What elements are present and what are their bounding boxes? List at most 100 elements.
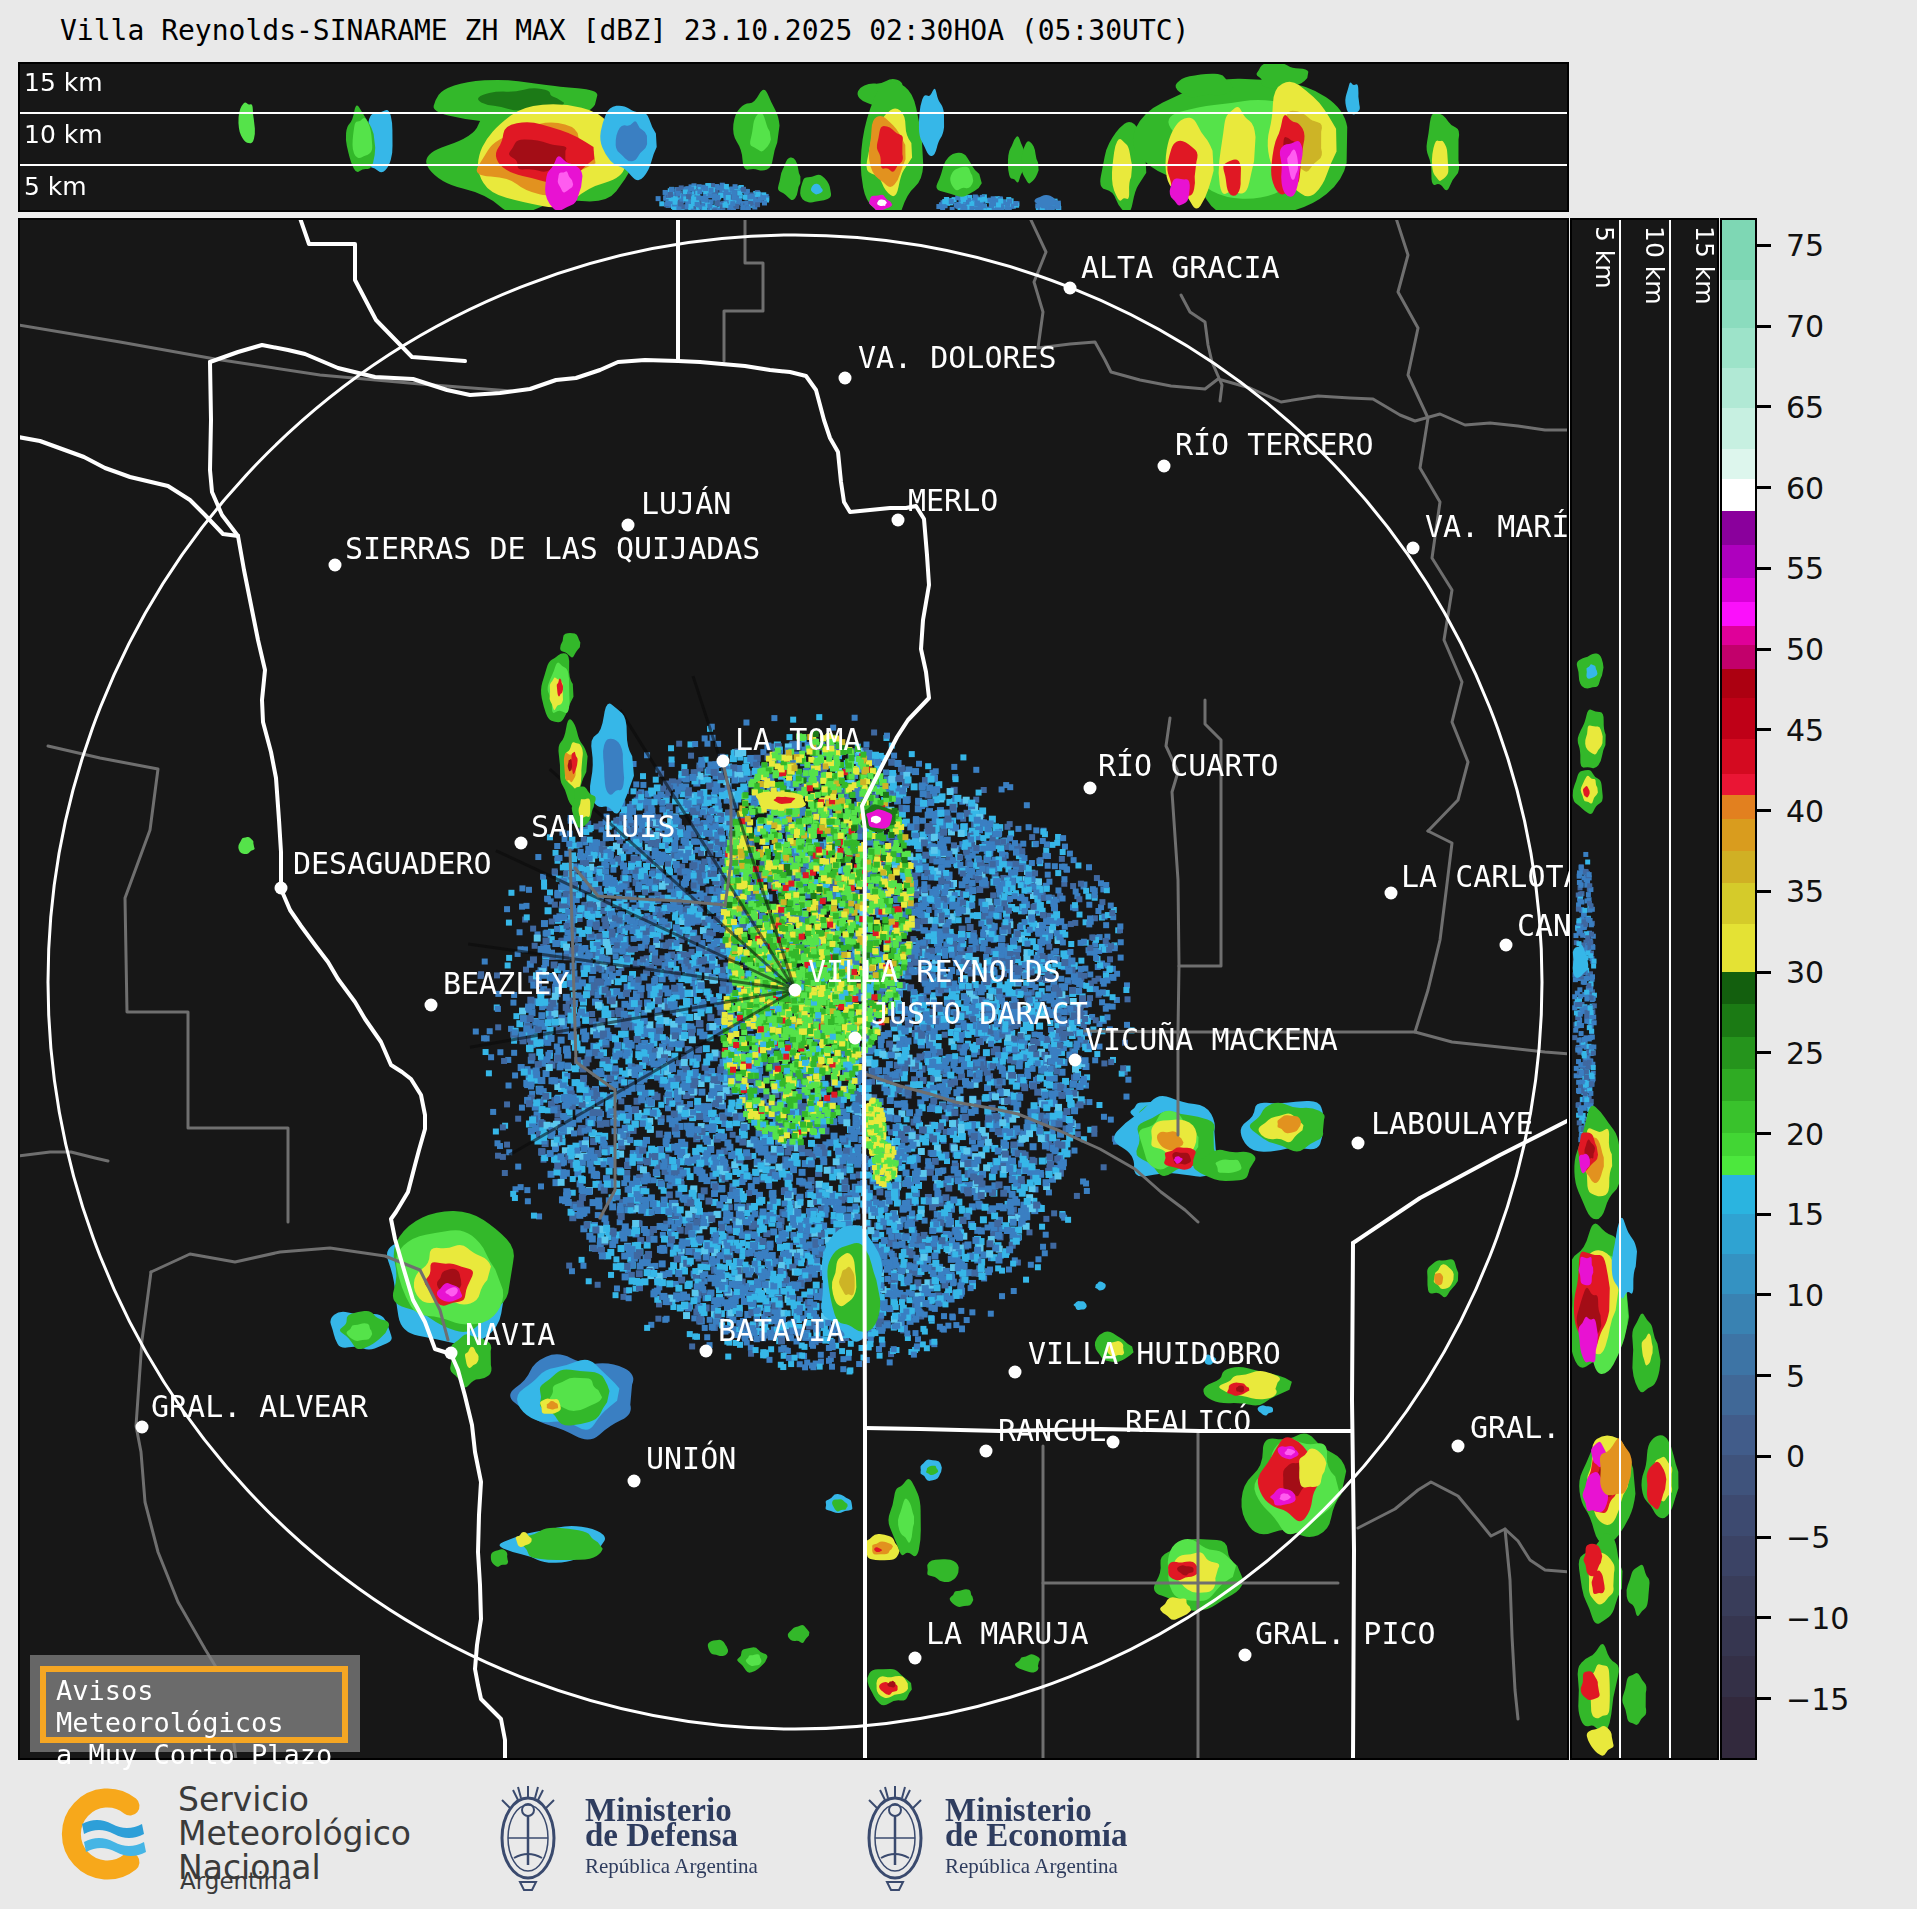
city-label: RANCUL: [998, 1413, 1106, 1448]
defensa-emblem: [490, 1770, 566, 1900]
colorbar-tick: [1757, 728, 1771, 731]
city-label: UNIÓN: [646, 1441, 736, 1476]
colorbar-tick-label: 40: [1786, 793, 1824, 828]
province-boundary: [865, 1428, 1351, 1431]
warning-line2: a Muy Corto Plazo: [56, 1739, 342, 1771]
page-title: Villa Reynolds-SINARAME ZH MAX [dBZ] 23.…: [60, 14, 1189, 47]
colorbar-tick-label: −10: [1786, 1600, 1849, 1635]
city-label: VA. MARÍ: [1425, 509, 1570, 544]
colorbar-tick: [1757, 1051, 1771, 1054]
colorbar-tick: [1757, 244, 1771, 247]
map-panel: ALTA GRACIAVA. DOLORESRÍO TERCEROMERLOLU…: [18, 218, 1569, 1760]
city-dot: [1500, 939, 1513, 952]
colorbar-tick-label: 60: [1786, 470, 1824, 505]
city-dot: [789, 984, 802, 997]
colorbar-tick-label: 35: [1786, 874, 1824, 909]
colorbar-tick: [1757, 405, 1771, 408]
department-boundary: [570, 850, 615, 1218]
city-label: LUJÁN: [641, 486, 731, 521]
city-label: BATAVIA: [718, 1313, 844, 1348]
city-dot: [275, 882, 288, 895]
right-cross-section-panel: 5 km 10 km 15 km: [1570, 218, 1719, 1760]
colorbar-tick-label: 50: [1786, 632, 1824, 667]
province-boundary: [300, 220, 465, 361]
colorbar-tick: [1757, 1374, 1771, 1377]
colorbar-tick-label: 10: [1786, 1277, 1824, 1312]
top-axis-label-10km: 10 km: [24, 120, 103, 149]
colorbar-tick-label: 20: [1786, 1116, 1824, 1151]
city-dot: [445, 1347, 458, 1360]
economia-text: Ministerio de Economía República Argenti…: [945, 1798, 1127, 1879]
colorbar-tick: [1757, 1213, 1771, 1216]
defensa-text: Ministerio de Defensa República Argentin…: [585, 1798, 758, 1879]
city-label: VA. DOLORES: [858, 340, 1057, 375]
colorbar-tick-label: −5: [1786, 1520, 1830, 1555]
city-label: LA MARUJA: [926, 1616, 1089, 1651]
city-label: BEAZLEY: [443, 966, 569, 1001]
department-boundary: [1179, 700, 1221, 966]
colorbar-tick: [1757, 1536, 1771, 1539]
city-label: VICUÑA MACKENA: [1085, 1022, 1338, 1057]
right-axis-label-5km: 5 km: [1590, 226, 1619, 289]
city-dot: [980, 1445, 993, 1458]
colorbar-tick-label: 75: [1786, 228, 1824, 263]
city-dot: [1385, 887, 1398, 900]
colorbar-tick-label: 30: [1786, 955, 1824, 990]
right-axis-label-10km: 10 km: [1640, 226, 1669, 305]
top-panel-gridlines: [20, 64, 1567, 210]
province-boundary: [1352, 1243, 1354, 1758]
city-dot: [1452, 1440, 1465, 1453]
city-label: CAN: [1517, 908, 1571, 943]
city-dot: [515, 837, 528, 850]
city-dot: [628, 1475, 641, 1488]
city-label: NAVIA: [465, 1317, 555, 1352]
colorbar-tick-label: 70: [1786, 309, 1824, 344]
city-label: LABOULAYE: [1371, 1106, 1534, 1141]
department-boundary: [1505, 1529, 1518, 1719]
colorbar-tick: [1757, 325, 1771, 328]
city-dot: [136, 1421, 149, 1434]
department-boundary: [575, 868, 725, 905]
city-dot: [892, 514, 905, 527]
department-boundary: [723, 762, 731, 906]
department-boundary: [724, 220, 763, 361]
city-dot: [717, 755, 730, 768]
city-label: RÍO TERCERO: [1175, 427, 1374, 462]
colorbar-tick-label: −15: [1786, 1681, 1849, 1716]
city-label: GRAL. PICO: [1255, 1616, 1436, 1651]
city-label: MERLO: [908, 483, 998, 518]
city-dot: [1407, 542, 1420, 555]
city-dot: [425, 999, 438, 1012]
city-label: REALICÓ: [1125, 1404, 1251, 1439]
department-boundary: [48, 746, 288, 1222]
department-boundary: [1358, 1482, 1567, 1572]
smn-subtext: Argentina: [180, 1868, 292, 1894]
city-label: VILLA REYNOLDS: [808, 954, 1061, 989]
colorbar-tick: [1757, 1616, 1771, 1619]
colorbar-tick: [1757, 1293, 1771, 1296]
city-label: SIERRAS DE LAS QUIJADAS: [345, 531, 760, 566]
colorbar-tick: [1757, 486, 1771, 489]
warning-line1: Avisos Meteorológicos: [56, 1675, 342, 1739]
city-label: JUSTO DARACT: [871, 996, 1088, 1031]
city-dot: [1069, 1054, 1082, 1067]
city-dot: [1009, 1366, 1022, 1379]
city-label: LA CARLOTA: [1401, 859, 1582, 894]
city-label: GRAL. ALVEAR: [151, 1389, 368, 1424]
city-label: LA TOMA: [735, 722, 861, 757]
city-dot: [329, 559, 342, 572]
city-dot: [1239, 1649, 1252, 1662]
top-axis-label-15km: 15 km: [24, 68, 103, 97]
colorbar-tick-label: 5: [1786, 1358, 1805, 1393]
city-dot: [1107, 1436, 1120, 1449]
colorbar-tick: [1757, 809, 1771, 812]
colorbar-tick: [1757, 890, 1771, 893]
department-boundary: [20, 1152, 108, 1161]
colorbar-tick: [1757, 1455, 1771, 1458]
city-label: GRAL.: [1470, 1410, 1560, 1445]
top-axis-label-5km: 5 km: [24, 172, 87, 201]
right-axis-label-15km: 15 km: [1690, 226, 1719, 305]
colorbar-tick: [1757, 567, 1771, 570]
department-boundary: [1181, 295, 1222, 401]
colorbar-tick-label: 0: [1786, 1439, 1805, 1474]
